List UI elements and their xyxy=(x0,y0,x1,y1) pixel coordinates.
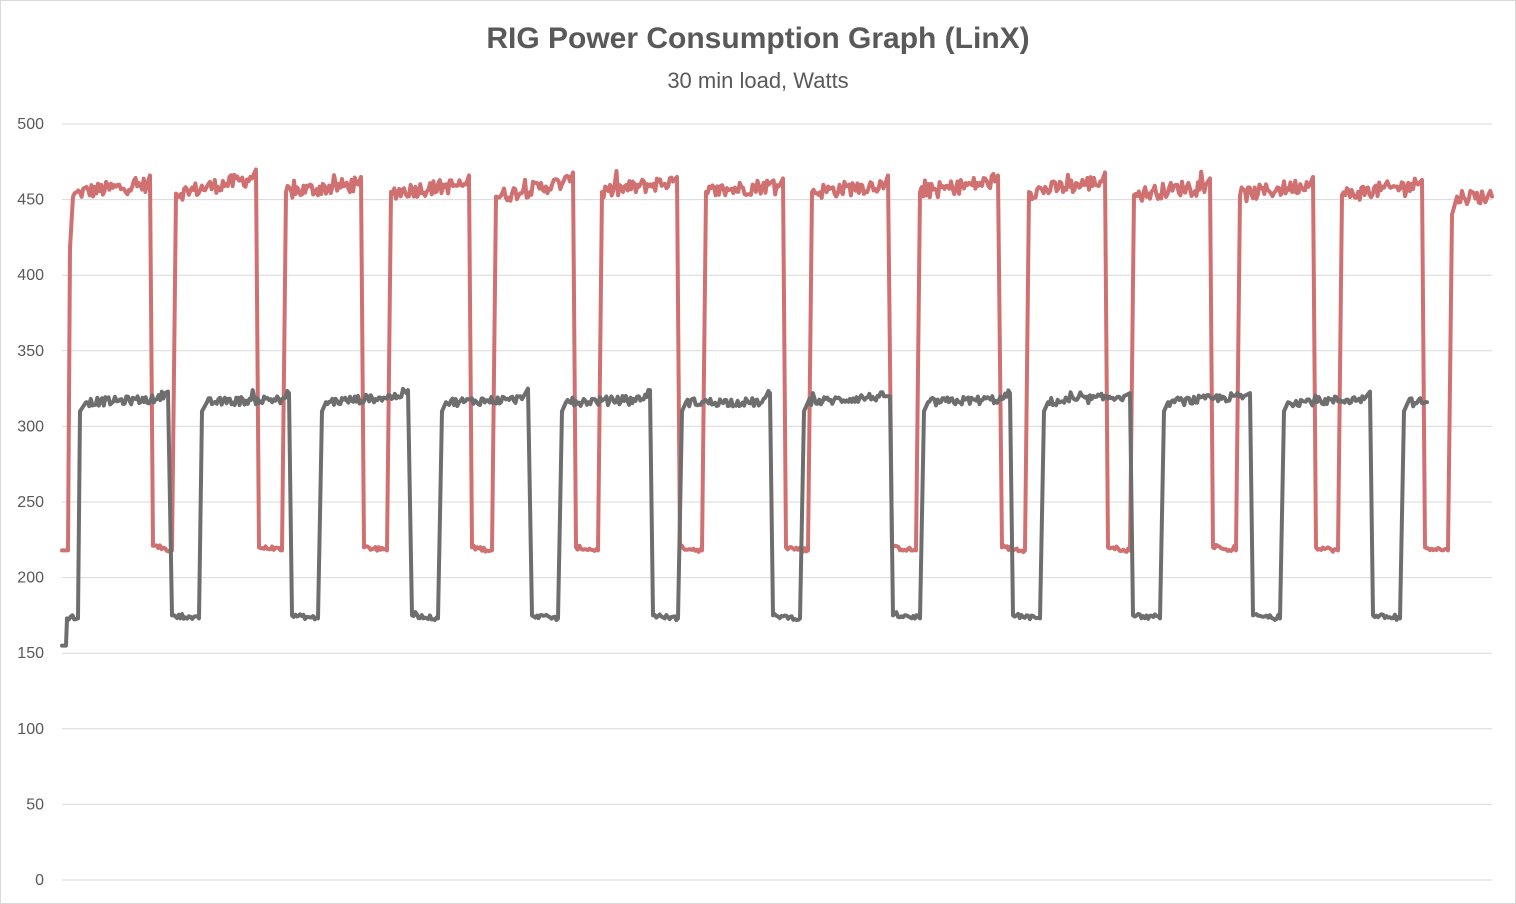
y-tick-label-100: 100 xyxy=(17,721,44,738)
y-tick-label-50: 50 xyxy=(26,796,44,813)
y-tick-label-200: 200 xyxy=(17,570,44,587)
y-tick-label-450: 450 xyxy=(17,192,44,209)
y-tick-label-500: 500 xyxy=(17,116,44,133)
series-line-2 xyxy=(60,386,1429,648)
y-tick-label-400: 400 xyxy=(17,267,44,284)
y-tick-label-150: 150 xyxy=(17,645,44,662)
y-tick-label-0: 0 xyxy=(35,872,44,889)
y-axis-ticks: 0 50 100 150 200 250 300 350 400 450 500 xyxy=(17,116,44,889)
y-tick-label-250: 250 xyxy=(17,494,44,511)
gridlines xyxy=(62,123,1492,881)
series-lines xyxy=(60,167,1494,648)
y-tick-label-350: 350 xyxy=(17,343,44,360)
series-line-1 xyxy=(60,167,1494,555)
y-tick-label-300: 300 xyxy=(17,418,44,435)
chart-title: RIG Power Consumption Graph (LinX) xyxy=(486,22,1030,55)
chart-subtitle: 30 min load, Watts xyxy=(667,68,849,93)
